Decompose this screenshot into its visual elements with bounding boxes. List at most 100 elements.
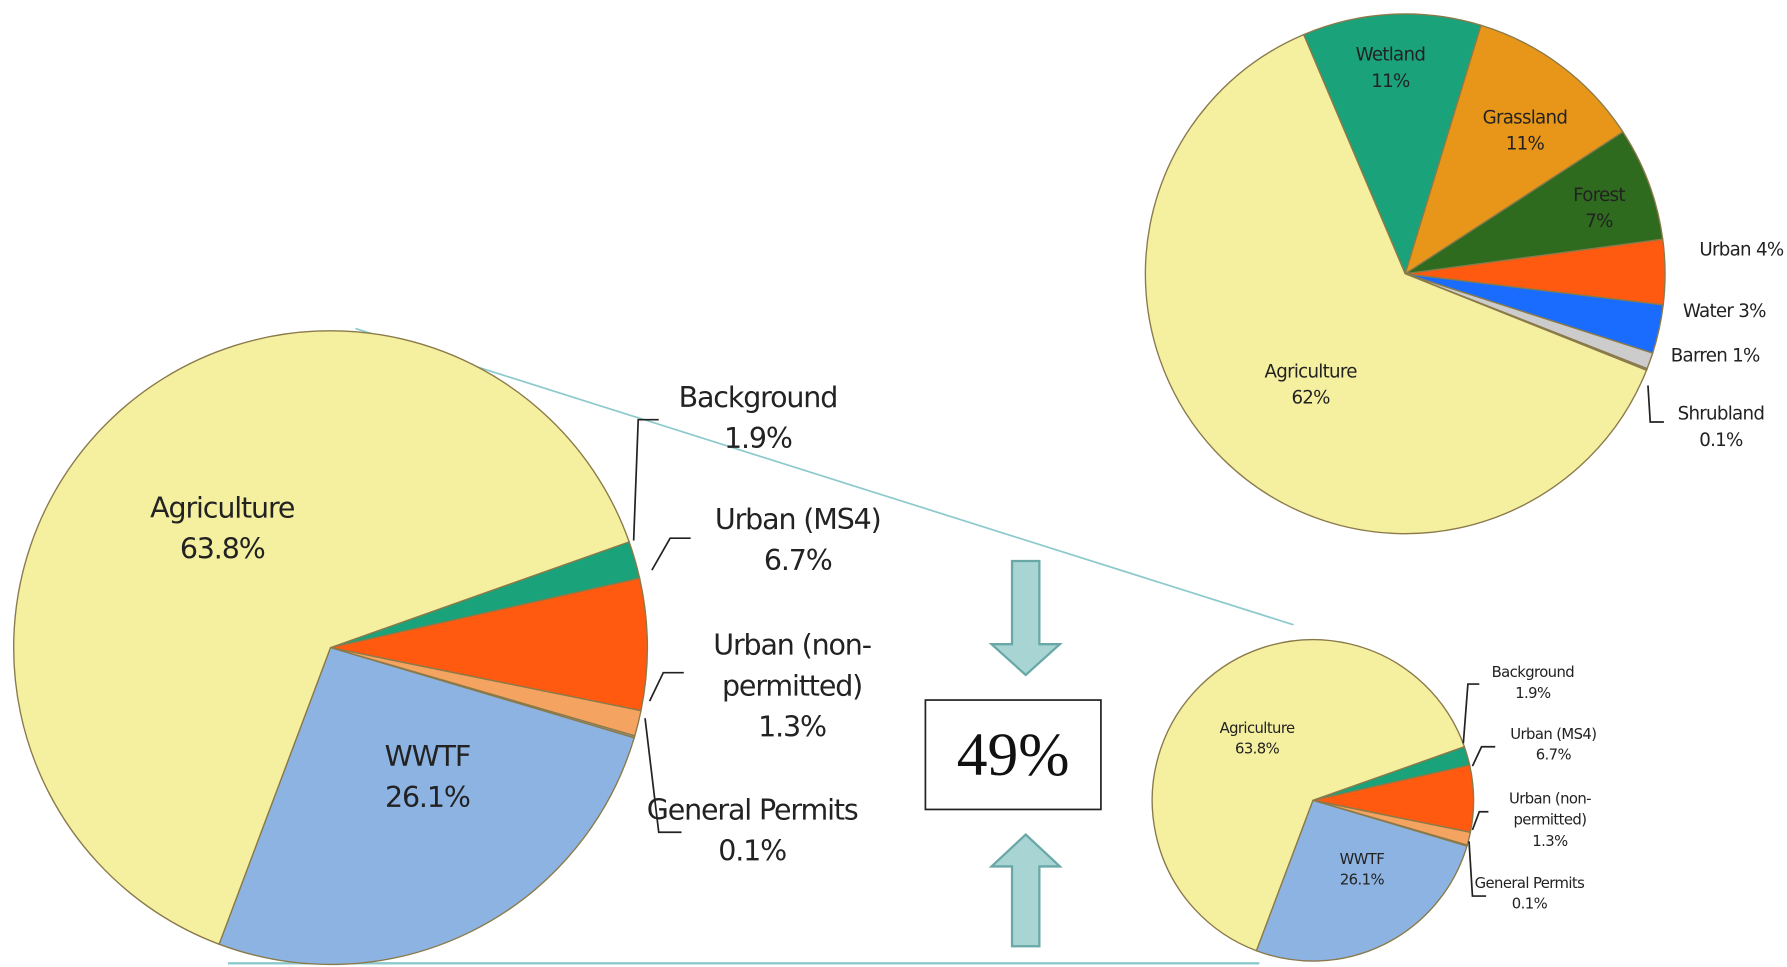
slice-label: Urban (non-permitted) 1.3% (1487, 790, 1612, 854)
slice-label: Urban 4% (1667, 236, 1787, 262)
slice-label: Background 1.9% (650, 377, 867, 460)
slice-label: Barren 1% (1641, 342, 1787, 368)
value-label: 11% (1505, 132, 1545, 155)
value-label: 0.1% (718, 834, 787, 868)
slice-label: WWTF 26.1% (319, 736, 536, 819)
pie-slice (1144, 33, 1648, 535)
pie-slice (12, 330, 631, 946)
leader-line (1468, 841, 1487, 897)
slice-label: Urban (non-permitted) 1.3% (1487, 790, 1612, 854)
up-arrow (988, 832, 1063, 948)
category-label: Shrubland (1677, 402, 1765, 425)
slice-label: Grassland 11% (1456, 104, 1593, 157)
slice-label: WWTF 26.1% (1299, 850, 1424, 893)
leader-line (1471, 745, 1496, 767)
slice-label: Forest 7% (1531, 181, 1668, 234)
category-label: Background (678, 380, 839, 414)
leader-line (651, 537, 691, 571)
value-label: 1.9% (723, 421, 793, 455)
down-arrow (988, 559, 1063, 677)
slice-label: Urban (MS4) 6.7% (689, 499, 906, 582)
slice-label: Urban (non-permitted) 1.3% (684, 624, 901, 748)
value-label: 1.3% (758, 710, 827, 744)
category-label: Urban (MS4) (1510, 725, 1597, 743)
value-label: 0.1% (1511, 896, 1548, 914)
value-label: 7% (1585, 210, 1613, 232)
category-label: Urban (MS4) (714, 502, 882, 536)
leader-line (644, 718, 682, 834)
value-label: 63.8% (1234, 741, 1280, 759)
leader-line (1462, 683, 1480, 744)
value-label: 4% (1755, 238, 1784, 261)
slice-label: Agriculture 63.8% (1194, 719, 1319, 762)
leader-line (1647, 385, 1664, 423)
slice-label: Background 1.9% (650, 377, 867, 460)
pie-slice (330, 577, 648, 712)
value-label: 11% (1371, 70, 1410, 92)
annotation-box (924, 699, 1102, 811)
slice-label: WWTF 26.1% (319, 736, 536, 819)
slice-label: Barren 1% (1641, 342, 1787, 368)
slice-label: Wetland 11% (1322, 41, 1459, 94)
slice-label: General Permits 0.1% (644, 790, 861, 873)
value-label: 26.1% (384, 780, 471, 814)
category-label: Urban (non-permitted) (713, 627, 872, 703)
pie-slice (1151, 638, 1466, 952)
value-label: 0.1% (1699, 429, 1743, 451)
category-label: Wetland (1355, 43, 1426, 66)
slice-label: Grassland 11% (1456, 104, 1593, 157)
slice-label: Urban (MS4) 6.7% (689, 499, 906, 582)
value-label: 1% (1732, 344, 1760, 367)
slice-label: General Permits 0.1% (1467, 874, 1592, 917)
slice-label: Agriculture 62% (1242, 358, 1379, 411)
zoom-line (355, 327, 1294, 626)
slice-label: Agriculture 63.8% (114, 487, 331, 570)
value-label: 63.8% (179, 532, 266, 566)
pie-slice (1404, 131, 1664, 275)
slice-label: Agriculture 63.8% (114, 487, 331, 570)
pie-slice (1255, 799, 1468, 962)
value-label: 3% (1738, 300, 1766, 322)
category-label: Agriculture (1264, 360, 1357, 383)
category-label: Barren (1670, 344, 1728, 367)
slice-label: Agriculture 63.8% (1194, 719, 1319, 762)
slice-label: Forest 7% (1531, 181, 1668, 234)
value-label: 62% (1291, 386, 1330, 409)
slice-label: Urban 4% (1667, 236, 1787, 262)
slice-label: Urban (non-permitted) 1.3% (684, 624, 901, 748)
slice-label: General Permits 0.1% (1467, 874, 1592, 917)
slice-label: Water 3% (1650, 298, 1787, 324)
slice-label: Background 1.9% (1470, 663, 1595, 706)
slice-label: Water 3% (1650, 298, 1787, 324)
slice-label: Shrubland 0.1% (1653, 400, 1787, 453)
category-label: Grassland (1482, 106, 1568, 128)
category-label: WWTF (384, 739, 472, 773)
slice-label: Urban (MS4) 6.7% (1491, 725, 1616, 768)
value-label: 6.7% (1535, 747, 1572, 765)
pie-slice (1302, 13, 1482, 276)
category-label: Agriculture (150, 490, 295, 524)
pie-slice (218, 646, 636, 966)
category-label: WWTF (1339, 851, 1385, 869)
slice-label: General Permits 0.1% (644, 790, 861, 873)
category-label: Urban (non-permitted) (1508, 790, 1592, 830)
slice-label: WWTF 26.1% (1299, 850, 1424, 893)
value-label: 1.9% (1515, 685, 1551, 703)
value-label: 26.1% (1339, 872, 1385, 890)
value-label: 6.7% (763, 543, 833, 577)
slice-label: Agriculture 62% (1242, 358, 1379, 411)
annotation: 49% (957, 721, 1070, 789)
category-label: Water (1682, 300, 1734, 322)
slice-label: Urban (MS4) 6.7% (1491, 725, 1616, 768)
value-label: 1.3% (1532, 833, 1568, 851)
leader-line (648, 671, 684, 702)
slice-label: Shrubland 0.1% (1653, 400, 1787, 453)
leader-line (632, 418, 659, 541)
slice-label: Wetland 11% (1322, 41, 1459, 94)
slice-label: Background 1.9% (1470, 663, 1595, 706)
pie-slice (1404, 24, 1624, 276)
category-label: General Permits (1474, 874, 1585, 893)
category-label: Agriculture (1219, 719, 1296, 738)
category-label: Urban (1699, 238, 1751, 261)
